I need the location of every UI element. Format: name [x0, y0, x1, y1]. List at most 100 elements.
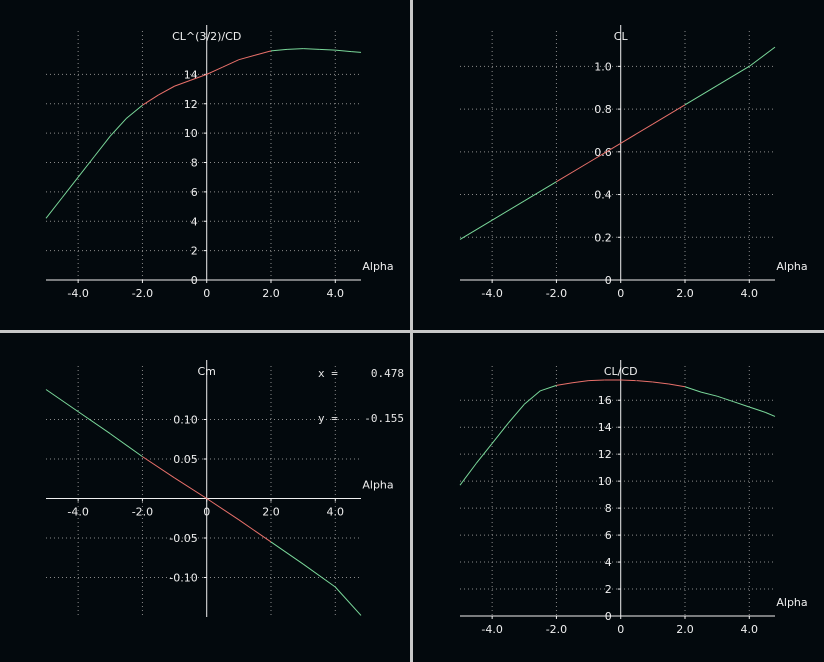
curve-segment-highlight — [190, 73, 207, 81]
curve-segment — [303, 48, 320, 50]
cl-cd-plot[interactable]: -4.0 -2.0 0 2.0 4.0 0 2 4 6 8 10 12 14 16 CL/CD Alpha — [413, 333, 824, 662]
x-tick-label: -4.0 — [481, 287, 502, 300]
y-tick-label: 1.0 — [594, 60, 612, 73]
curve-segment — [716, 395, 734, 403]
x-tick-label: -2.0 — [546, 287, 567, 300]
readout-x-value: 0.478 — [370, 367, 404, 380]
y-tick-label: 12 — [598, 448, 612, 461]
chart-panel-cm[interactable]: -4.0 -2.0 0 2.0 4.0 -0.10 -0.05 0.05 0.10 Cm Alpha… — [0, 333, 410, 662]
y-tick-label: 0 — [605, 610, 612, 623]
chart-panel-cl[interactable]: -4.0 -2.0 0 2.0 4.0 0 0.2 0.4 0.6 0.8 1.0 CL Alpha — [413, 0, 824, 330]
readout-x-label: x = — [318, 367, 338, 380]
curve-segment — [700, 391, 718, 397]
x-axis-label: Alpha — [362, 479, 393, 492]
curve-segment — [287, 48, 304, 50]
y-tick-label: 16 — [598, 394, 612, 407]
x-tick-label: 4.0 — [327, 506, 345, 519]
curve-segment — [765, 411, 776, 417]
x-tick-label: 2.0 — [262, 506, 280, 519]
x-tick-label: -2.0 — [546, 623, 567, 636]
y-axis-label: Cm — [198, 365, 216, 378]
curve-segment-highlight — [238, 54, 256, 61]
curve-segment — [733, 401, 750, 408]
readout-y-row: y = -0.155 — [318, 411, 404, 426]
chart-panel-cl32-cd[interactable]: -4.0 -2.0 0 2.0 4.0 0 2 4 6 8 10 12 14 CL^(3/2)/CD Alp… — [0, 0, 410, 330]
chart-panel-cl-cd[interactable]: -4.0 -2.0 0 2.0 4.0 0 2 4 6 8 10 12 14 16 CL/CD Alpha — [413, 333, 824, 662]
curve-segment — [459, 463, 477, 486]
cm-plot[interactable]: -4.0 -2.0 0 2.0 4.0 -0.10 -0.05 0.05 0.10 Cm Alpha — [0, 333, 410, 662]
y-tick-label: 2 — [605, 583, 612, 596]
y-axis-label: CL^(3/2)/CD — [172, 30, 241, 43]
curve-segment — [716, 65, 750, 87]
curve-segment-highlight — [206, 498, 240, 521]
y-tick-label: 8 — [191, 157, 198, 170]
curve-segment — [475, 443, 493, 464]
curve-segment — [109, 433, 143, 458]
curve-segment — [524, 181, 557, 202]
y-tick-label: 10 — [184, 127, 198, 140]
x-axis-label: Alpha — [362, 260, 393, 273]
x-axis-label: Alpha — [776, 260, 807, 273]
x-tick-label: -4.0 — [67, 506, 88, 519]
curve-segment-highlight — [556, 162, 589, 183]
curve-segment — [45, 389, 79, 413]
x-axis-label: Alpha — [776, 596, 807, 609]
curve-segment — [491, 200, 525, 221]
y-tick-label: 0.2 — [594, 231, 612, 244]
curve-segment — [334, 586, 362, 616]
y-tick-label: 6 — [191, 186, 198, 199]
x-tick-label: 4.0 — [327, 287, 345, 300]
x-tick-label: -2.0 — [132, 506, 153, 519]
y-tick-label: 0 — [191, 274, 198, 287]
curve-segment-highlight — [142, 456, 175, 479]
curve-segment — [684, 85, 718, 106]
curve-segment — [77, 411, 111, 435]
y-tick-label: 8 — [605, 502, 612, 515]
curve-segment-highlight — [588, 379, 605, 382]
y-tick-label: 6 — [605, 529, 612, 542]
y-tick-label: 12 — [184, 98, 198, 111]
cl-plot[interactable]: -4.0 -2.0 0 2.0 4.0 0 0.2 0.4 0.6 0.8 1.0 CL Alpha — [413, 0, 824, 330]
readout-y-label: y = — [318, 412, 338, 425]
curve-segment — [270, 541, 304, 565]
curve-segment — [302, 563, 336, 588]
x-tick-label: 0 — [617, 287, 624, 300]
x-tick-label: 0 — [203, 287, 210, 300]
x-tick-label: 0 — [617, 623, 624, 636]
y-tick-label: 0.10 — [173, 414, 198, 427]
curve-segment-highlight — [652, 381, 669, 385]
curve-segment — [109, 118, 127, 137]
curve-segment — [126, 104, 143, 119]
curve-segment — [270, 48, 288, 52]
y-tick-label: 14 — [598, 421, 612, 434]
curve-segment-highlight — [620, 123, 654, 144]
y-tick-label: 10 — [598, 475, 612, 488]
curve-segment-highlight — [158, 85, 175, 96]
curve-segment — [77, 156, 95, 178]
curve-segment-highlight — [636, 380, 653, 383]
curve-segment-highlight — [238, 519, 272, 543]
x-tick-label: 4.0 — [741, 287, 759, 300]
cursor-readout: x = 0.478 y = -0.155 — [318, 336, 404, 456]
curve-segment — [684, 386, 702, 393]
y-tick-label: 0 — [605, 274, 612, 287]
curve-segment-highlight — [222, 59, 240, 68]
curve-segment-highlight — [556, 382, 573, 386]
y-tick-label: 0.4 — [594, 189, 612, 202]
curve-segment — [540, 384, 557, 392]
curve-segment-highlight — [206, 66, 223, 75]
cl32-cd-plot[interactable]: -4.0 -2.0 0 2.0 4.0 0 2 4 6 8 10 12 14 CL^(3/2)/CD Alp… — [0, 0, 410, 330]
curve-segment-highlight — [142, 94, 159, 106]
x-tick-label: 2.0 — [676, 623, 694, 636]
curve-segment-highlight — [620, 379, 637, 382]
curve-segment — [507, 403, 525, 424]
curve-segment — [491, 422, 509, 444]
y-tick-label: -0.10 — [169, 572, 197, 585]
y-tick-label: 4 — [191, 215, 198, 228]
y-tick-label: 14 — [184, 68, 198, 81]
curve-segment — [93, 135, 111, 157]
curve-segment — [351, 51, 362, 53]
x-tick-label: -4.0 — [67, 287, 88, 300]
curve-segment-highlight — [652, 104, 686, 125]
x-tick-label: 2.0 — [676, 287, 694, 300]
